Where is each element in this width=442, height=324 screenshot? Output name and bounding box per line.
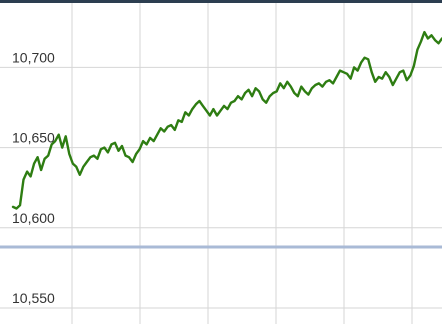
vertical-gridlines [71,0,413,324]
y-tick-label-2: 10,650 [12,130,55,146]
series-group [11,30,442,210]
y-tick-labels: 10,700 10,650 10,600 10,550 [12,49,55,306]
y-tick-label-3: 10,600 [12,210,55,226]
top-border [0,0,442,3]
horizontal-gridlines [0,66,442,309]
y-tick-label-4: 10,550 [12,290,55,306]
y-tick-label-1: 10,700 [12,49,55,65]
series-line-1 [11,30,442,210]
